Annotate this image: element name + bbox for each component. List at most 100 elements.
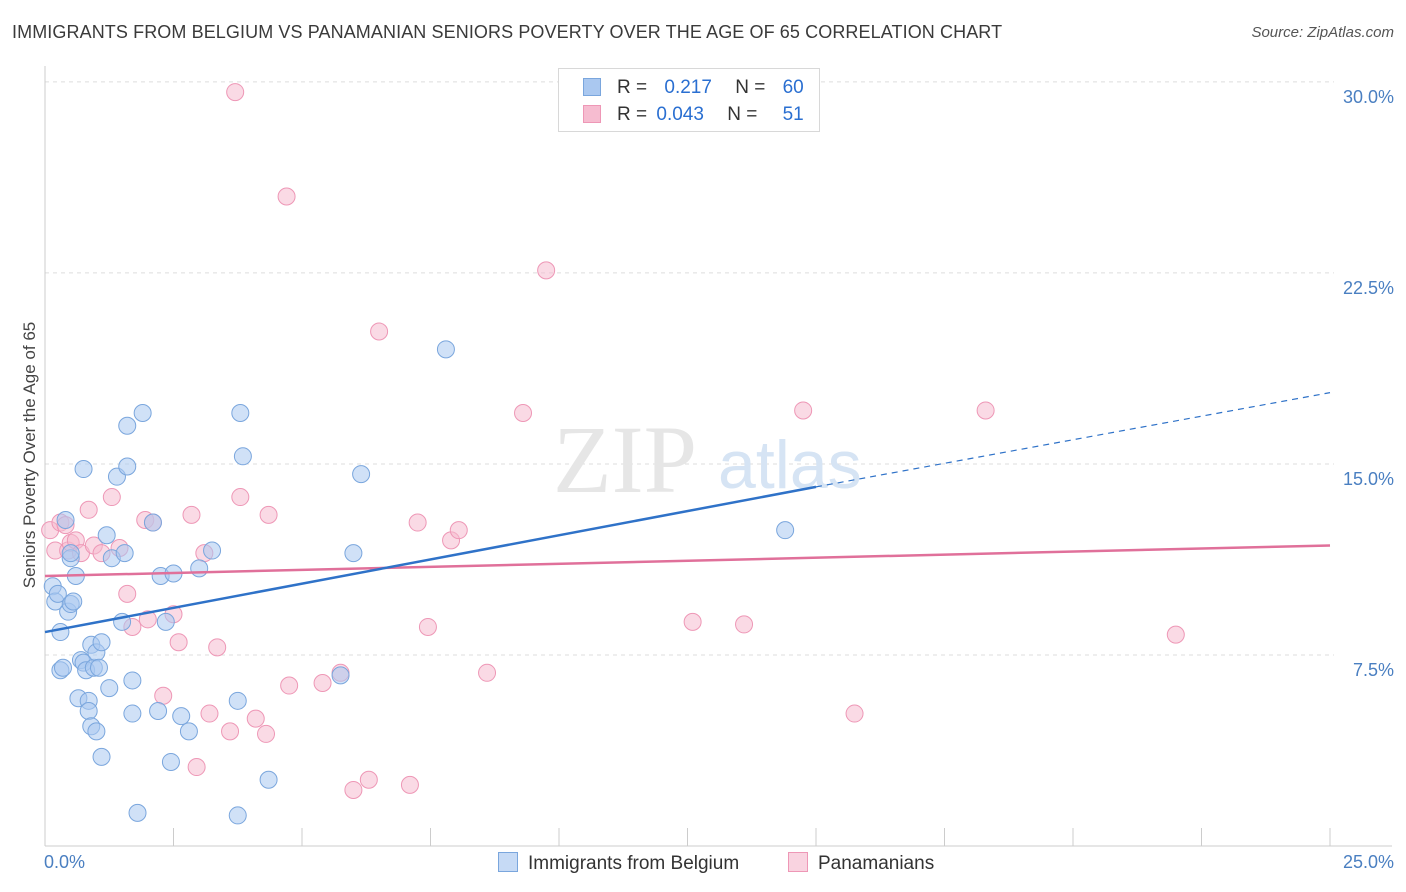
belgium-point xyxy=(56,510,75,529)
belgium-point xyxy=(92,747,111,766)
x-tick-label: 25.0% xyxy=(1342,852,1394,872)
belgium-point xyxy=(352,465,371,484)
panamanians-point xyxy=(187,758,206,777)
panamanians-point xyxy=(257,724,276,743)
panamanians-point xyxy=(735,615,754,634)
pink-swatch xyxy=(583,105,601,123)
belgium-point xyxy=(123,704,142,723)
panamanians-point xyxy=(845,704,864,723)
panamanians-point xyxy=(370,322,389,341)
panamanians-point xyxy=(418,617,437,636)
belgium-point xyxy=(331,666,350,685)
panamanians-point xyxy=(408,513,427,532)
belgium-point xyxy=(233,447,252,466)
watermark-atlas: atlas xyxy=(718,427,862,503)
belgium-point xyxy=(190,559,209,578)
pink-swatch xyxy=(788,852,808,872)
belgium-point xyxy=(100,679,119,698)
belgium-point xyxy=(231,404,250,423)
panamanians-point xyxy=(344,780,363,799)
n-value: 51 xyxy=(782,104,804,125)
y-tick-label: 22.5% xyxy=(1342,278,1394,298)
panamanians-point xyxy=(683,612,702,631)
panamanians-point xyxy=(449,521,468,540)
legend-row-belgium: R = 0.217 N = 60 xyxy=(583,77,804,99)
belgium-point xyxy=(143,513,162,532)
belgium-point xyxy=(161,752,180,771)
correlation-legend: R = 0.217 N = 60 R = 0.043 N = 51 xyxy=(558,68,820,132)
belgium-point xyxy=(64,592,83,611)
panamanians-point xyxy=(200,704,219,723)
axes xyxy=(44,66,1392,847)
belgium-point xyxy=(203,541,222,560)
belgium-point xyxy=(92,633,111,652)
belgium-point xyxy=(87,722,106,741)
belgium-point xyxy=(128,803,147,822)
y-axis-label: Seniors Poverty Over the Age of 65 xyxy=(20,321,39,589)
panamanians-point xyxy=(79,500,98,519)
panamanians-point xyxy=(259,505,278,524)
belgium-point xyxy=(156,612,175,631)
chart-title: IMMIGRANTS FROM BELGIUM VS PANAMANIAN SE… xyxy=(12,22,1003,42)
belgium-trend-extension xyxy=(815,392,1331,488)
r-value: 0.043 xyxy=(656,104,704,125)
panamanians-point xyxy=(221,722,240,741)
belgium-trend-line xyxy=(44,485,817,634)
belgium-point xyxy=(61,544,80,563)
panamanians-point xyxy=(169,633,188,652)
panamanians-point xyxy=(208,638,227,657)
belgium-point xyxy=(48,584,67,603)
belgium-point xyxy=(118,457,137,476)
panamanians-point xyxy=(478,663,497,682)
belgium-point xyxy=(123,671,142,690)
x-tick-label: 0.0% xyxy=(44,852,86,872)
bottom-legend-panamanians: Panamanians xyxy=(788,852,934,875)
panamanians-point xyxy=(280,676,299,695)
panamanians-point xyxy=(514,404,533,423)
y-tick-label: 30.0% xyxy=(1342,87,1394,107)
belgium-point xyxy=(51,623,70,642)
belgium-point xyxy=(228,806,247,825)
belgium-point xyxy=(228,691,247,710)
blue-swatch xyxy=(583,78,601,96)
belgium-point xyxy=(79,702,98,721)
belgium-point xyxy=(97,526,116,545)
panamanians-point xyxy=(277,187,296,206)
grid xyxy=(45,81,1334,656)
belgium-point xyxy=(259,770,278,789)
panamanians-point xyxy=(138,610,157,629)
y-tick-label: 7.5% xyxy=(1352,660,1394,680)
belgium-point xyxy=(344,544,363,563)
watermark: ZIP atlas xyxy=(553,406,862,513)
belgium-point xyxy=(179,722,198,741)
panamanians-point xyxy=(102,488,121,507)
panamanians-point xyxy=(118,584,137,603)
source-label: Source: ZipAtlas.com xyxy=(1251,24,1394,41)
panamanians-point xyxy=(359,770,378,789)
belgium-point xyxy=(89,658,108,677)
belgium-point xyxy=(115,544,134,563)
n-value: 60 xyxy=(782,77,804,98)
belgium-point xyxy=(776,521,795,540)
belgium-point xyxy=(436,340,455,359)
panamanians-point xyxy=(231,488,250,507)
panamanians-point xyxy=(182,505,201,524)
belgium-points xyxy=(43,340,795,825)
y-tick-label: 15.0% xyxy=(1342,469,1394,489)
panamanians-point xyxy=(537,261,556,280)
r-value: 0.217 xyxy=(664,77,712,98)
panamanians-point xyxy=(400,775,419,794)
belgium-point xyxy=(172,707,191,726)
panamanians-point xyxy=(154,686,173,705)
belgium-point xyxy=(118,416,137,435)
panamanians-point xyxy=(1166,625,1185,644)
trend-lines xyxy=(44,392,1331,634)
belgium-point xyxy=(53,658,72,677)
panamanians-point xyxy=(976,401,995,420)
belgium-point xyxy=(133,404,152,423)
legend-row-panamanians: R = 0.043 N = 51 xyxy=(583,104,804,126)
panamanians-points xyxy=(41,83,1185,799)
panamanians-point xyxy=(794,401,813,420)
panamanians-point xyxy=(313,673,332,692)
